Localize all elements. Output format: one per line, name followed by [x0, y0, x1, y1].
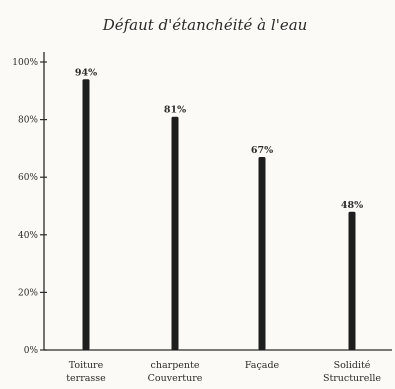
category-label: Toiture terrasse: [66, 360, 106, 384]
y-tick-label: 0%: [24, 346, 39, 356]
data-label: 94%: [75, 67, 97, 78]
bar: [348, 211, 356, 350]
category-label: Solidité Structurelle: [323, 360, 381, 384]
bar: [171, 116, 179, 350]
category-label: Façade: [245, 360, 280, 371]
chart-title: Défaut d'étanchéité à l'eau: [102, 16, 308, 34]
category-label: charpente Couverture: [148, 360, 203, 384]
bar: [82, 79, 90, 350]
y-tick-label: 60%: [18, 173, 38, 183]
data-label: 48%: [341, 200, 363, 211]
y-tick-label: 20%: [18, 288, 38, 298]
bar: [258, 157, 266, 350]
y-tick-label: 40%: [18, 231, 38, 241]
y-tick-label: 100%: [12, 58, 38, 68]
y-tick-label: 80%: [18, 116, 38, 126]
data-label: 67%: [251, 145, 273, 156]
data-label: 81%: [164, 105, 186, 116]
